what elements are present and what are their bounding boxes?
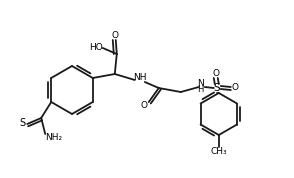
Text: S: S [213,83,220,93]
Text: NH₂: NH₂ [45,132,62,142]
Text: O: O [111,30,118,40]
Text: N: N [197,80,204,88]
Text: O: O [231,83,238,93]
Text: S: S [19,118,25,128]
Text: O: O [140,101,147,111]
Text: CH₃: CH₃ [211,148,227,156]
Text: HO: HO [89,43,103,51]
Text: H: H [198,85,204,95]
Text: NH: NH [133,74,146,82]
Text: O: O [212,69,219,77]
